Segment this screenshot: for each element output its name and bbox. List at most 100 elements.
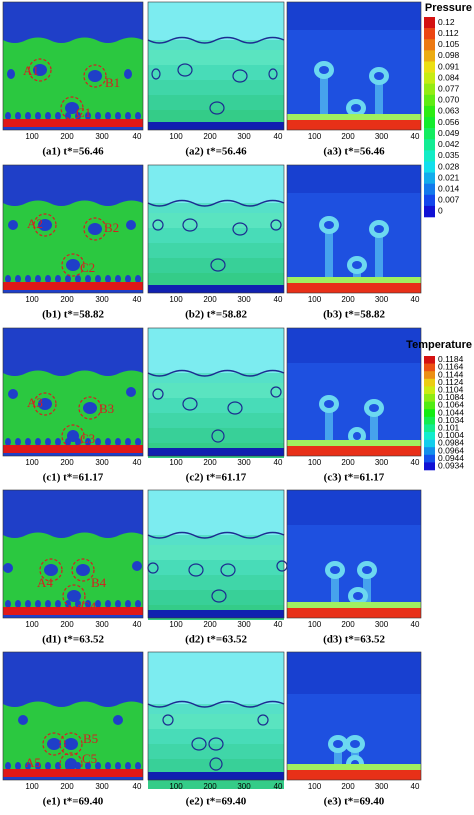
frame — [2, 489, 144, 619]
legend-swatch — [424, 161, 435, 173]
legend-label: 0 — [438, 206, 443, 216]
nucleus — [125, 112, 131, 120]
panel: A2 B2 C2 — [2, 164, 144, 294]
panel — [147, 327, 285, 458]
x-tick-label: 40 — [411, 132, 420, 141]
top — [148, 2, 284, 40]
band — [148, 110, 284, 125]
legend-swatch — [424, 150, 435, 162]
band — [148, 213, 284, 228]
frame — [2, 327, 144, 457]
nucleus — [105, 275, 111, 283]
x-tick-label: 300 — [375, 295, 389, 304]
plume — [331, 570, 339, 608]
base — [3, 290, 143, 293]
top — [148, 652, 284, 704]
vapor — [3, 328, 143, 376]
legend-label: 0.0964 — [438, 445, 464, 455]
legend-label: 0.1164 — [438, 362, 464, 372]
band — [148, 273, 284, 288]
bubble — [126, 387, 136, 397]
bubble-label: B5 — [83, 731, 98, 746]
bubble-outline — [257, 714, 269, 726]
plume — [334, 744, 342, 770]
vapor — [3, 2, 143, 43]
top — [287, 2, 421, 30]
top — [287, 165, 421, 193]
x-tick-label: 200 — [341, 620, 355, 629]
x-tick-label: 200 — [341, 132, 355, 141]
thermal-core — [324, 400, 334, 408]
legend-swatch — [424, 371, 435, 380]
nucleus — [115, 112, 121, 120]
legend-label: 0.056 — [438, 117, 460, 127]
hot-layer — [287, 602, 421, 608]
legend-label: 0.1004 — [438, 430, 464, 440]
bubble-outline — [270, 386, 282, 398]
bubble-outline — [209, 757, 223, 771]
x-tick-label: 300 — [375, 458, 389, 467]
thermal-core — [333, 740, 343, 748]
nucleus — [45, 438, 51, 446]
highlight — [42, 732, 66, 756]
legend-swatch — [424, 416, 435, 425]
nucleus — [105, 438, 111, 446]
top — [148, 165, 284, 203]
nucleus — [5, 112, 11, 120]
x-tick-label: 200 — [60, 458, 74, 467]
frame — [147, 1, 285, 131]
bubble-label: B4 — [91, 575, 107, 590]
bubble-label: C3 — [80, 431, 95, 446]
band — [148, 729, 284, 744]
highlight — [59, 752, 83, 776]
highlight — [39, 558, 63, 582]
base — [3, 615, 143, 618]
bubble — [38, 398, 52, 410]
caption: (c3) t*=61.17 — [324, 472, 385, 484]
heater — [3, 445, 143, 453]
band — [148, 398, 284, 413]
band — [148, 413, 284, 428]
legend-title: Pressure — [425, 2, 472, 14]
x-tick-label: 40 — [411, 620, 420, 629]
nucleus — [55, 112, 61, 120]
bubble-outline — [182, 218, 198, 232]
nucleus — [15, 762, 21, 770]
nucleus — [115, 600, 121, 608]
band — [148, 50, 284, 65]
frame — [147, 489, 285, 619]
x-tick-label: 40 — [411, 458, 420, 467]
panel — [147, 651, 285, 789]
x-tick-label: 300 — [375, 782, 389, 791]
legend-label: 0.084 — [438, 72, 460, 82]
nucleus — [85, 438, 91, 446]
x-tick-label: 100 — [25, 458, 39, 467]
bubble-label: B2 — [104, 220, 119, 235]
bubble-label: A1 — [23, 63, 39, 78]
legend-swatch — [424, 50, 435, 62]
plume — [375, 76, 383, 120]
vapor — [3, 490, 143, 538]
caption: (d1) t*=63.52 — [42, 634, 104, 646]
bubble — [66, 259, 80, 271]
legend-swatch — [424, 401, 435, 410]
legend-swatch — [424, 424, 435, 433]
legend-label: 0.0984 — [438, 438, 464, 448]
nucleus — [65, 438, 71, 446]
top — [148, 328, 284, 373]
band — [148, 759, 284, 774]
highlight — [83, 217, 107, 241]
legend-label: 0.1034 — [438, 415, 464, 425]
band — [148, 744, 284, 759]
caption: (b2) t*=58.82 — [185, 309, 247, 321]
bubble-outline — [162, 714, 174, 726]
interface — [147, 531, 285, 539]
hot-layer — [287, 440, 421, 446]
nucleus — [45, 600, 51, 608]
nucleus — [55, 762, 61, 770]
highlight — [33, 392, 57, 416]
nucleus — [15, 438, 21, 446]
bubble — [65, 102, 79, 114]
bubble-label: A5 — [25, 755, 41, 770]
hot-layer — [287, 764, 421, 770]
